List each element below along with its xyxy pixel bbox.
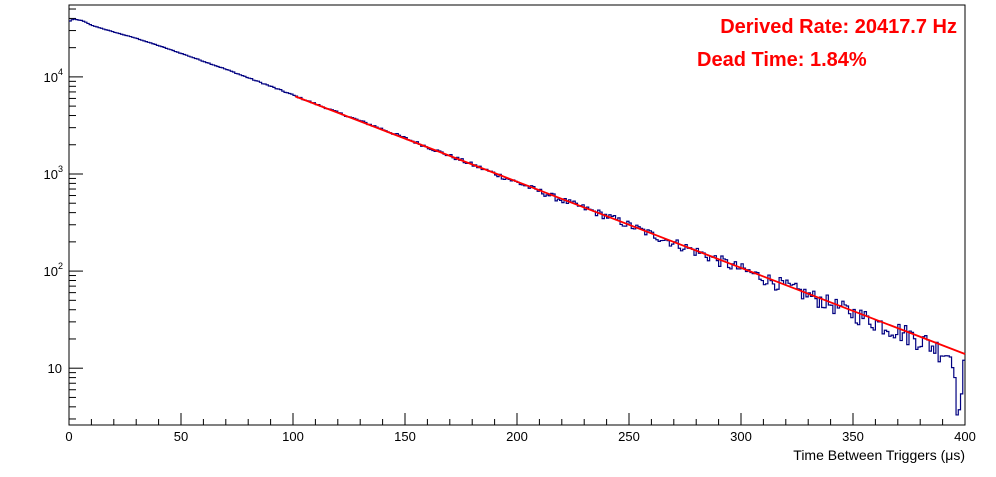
x-tick-label: 100 [282, 429, 304, 444]
x-tick-label: 350 [842, 429, 864, 444]
dead-time-annotation: Dead Time: 1.84% [697, 49, 867, 71]
x-tick-label: 400 [954, 429, 976, 444]
y-tick-label: 10 [48, 361, 62, 376]
x-tick-label: 300 [730, 429, 752, 444]
x-tick-label: 250 [618, 429, 640, 444]
y-tick-label: 10 [44, 167, 58, 182]
y-tick-label: 10 [44, 70, 58, 85]
y-tick-label: 10 [44, 264, 58, 279]
x-tick-label: 50 [174, 429, 188, 444]
histogram-series [69, 18, 965, 416]
x-axis-title: Time Between Triggers (μs) [793, 447, 965, 463]
fit-line [294, 95, 966, 355]
y-tick-exponent: 2 [58, 261, 63, 271]
y-tick-exponent: 4 [58, 67, 63, 77]
x-tick-label: 0 [65, 429, 72, 444]
x-tick-label: 150 [394, 429, 416, 444]
x-axis-ticks: 0 50 100 150 200 250 300 350 400 [65, 413, 976, 444]
derived-rate-annotation: Derived Rate: 20417.7 Hz [720, 16, 957, 38]
x-tick-label: 200 [506, 429, 528, 444]
y-tick-exponent: 3 [58, 164, 63, 174]
